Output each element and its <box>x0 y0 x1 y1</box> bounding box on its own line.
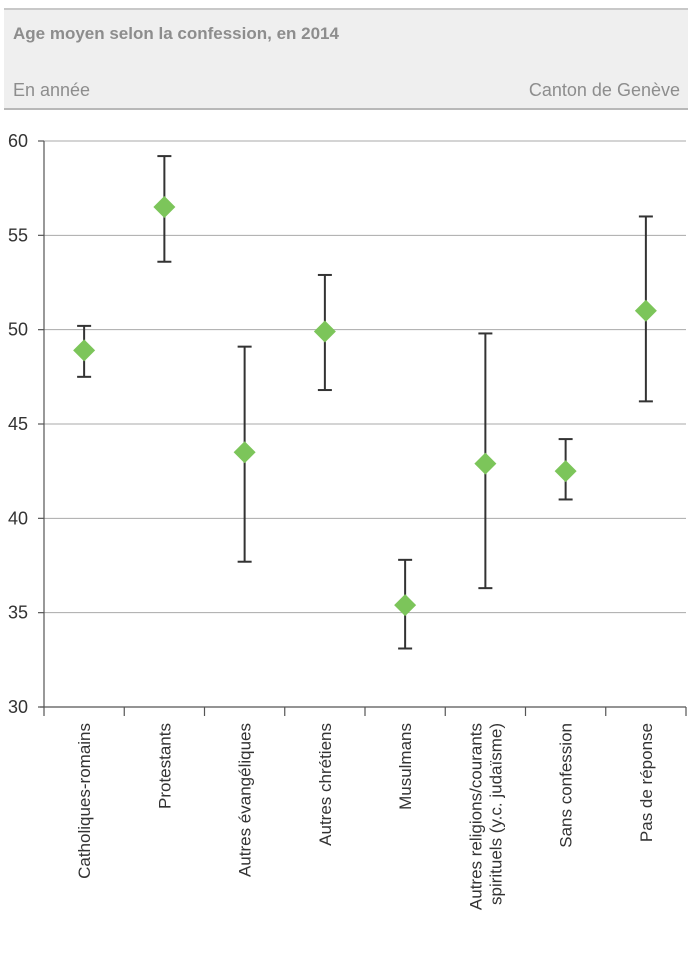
gridlines <box>44 140 686 614</box>
y-tick-label-30: 30 <box>8 697 28 717</box>
y-tick-label-60: 60 <box>8 131 28 151</box>
y-tick-labels: 30 35 40 45 50 55 60 <box>8 131 28 717</box>
point-0 <box>73 324 96 378</box>
point-6 <box>554 438 577 501</box>
marker-5 <box>474 452 497 475</box>
x-tick-label-1: Protestants <box>155 723 174 809</box>
x-tick-label-5-1: spirituels (y.c. judaïsme) <box>486 723 505 905</box>
x-tick-label-5-0: Autres religions/courants <box>466 723 485 910</box>
x-tick-label-4: Musulmans <box>396 723 415 810</box>
chart-header: Age moyen selon la confession, en 2014 E… <box>4 8 688 110</box>
point-7 <box>634 215 657 403</box>
y-tick-label-50: 50 <box>8 320 28 340</box>
y-tick-label-55: 55 <box>8 225 28 245</box>
marker-6 <box>554 460 577 483</box>
point-5 <box>474 332 497 590</box>
point-4 <box>394 558 417 650</box>
point-3 <box>313 273 336 392</box>
x-tick-label-7: Pas de réponse <box>637 723 656 842</box>
marker-4 <box>394 594 417 617</box>
marker-2 <box>233 441 256 464</box>
unit-label: En année <box>13 80 91 100</box>
axes <box>38 140 687 716</box>
chart-title: Age moyen selon la confession, en 2014 <box>13 24 339 43</box>
marker-0 <box>73 339 96 362</box>
x-tick-label-0: Catholiques-romains <box>75 723 94 879</box>
y-tick-label-40: 40 <box>8 508 28 528</box>
data-marks <box>73 155 657 650</box>
x-tick-labels: Catholiques-romains Protestants Autres éva… <box>75 723 656 910</box>
point-2 <box>233 345 256 563</box>
marker-7 <box>634 299 657 322</box>
y-tick-label-35: 35 <box>8 603 28 623</box>
x-tick-label-2: Autres évangéliques <box>236 723 255 877</box>
marker-1 <box>153 196 176 219</box>
x-tick-label-3: Autres chrétiens <box>316 723 335 846</box>
source-label: Canton de Genève <box>528 80 680 100</box>
marker-3 <box>313 320 336 343</box>
x-tick-label-6: Sans confession <box>557 723 576 848</box>
point-1 <box>153 155 176 263</box>
y-tick-label-45: 45 <box>8 414 28 434</box>
